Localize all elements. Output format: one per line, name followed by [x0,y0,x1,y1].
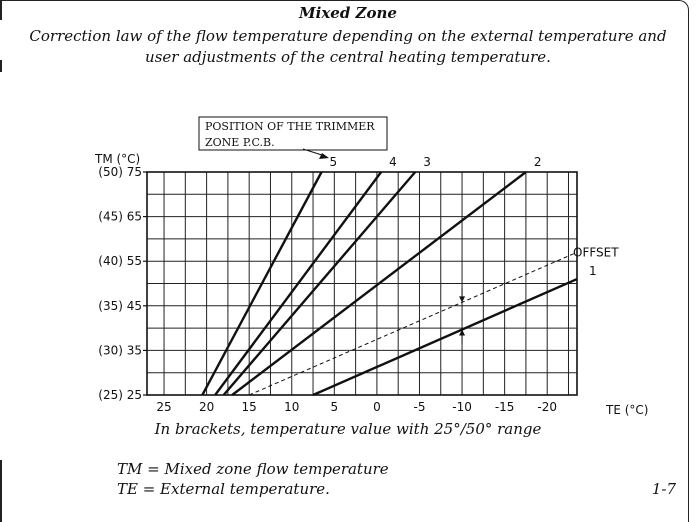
frame-left-tick-mid [0,60,2,72]
subtitle-line-1: Correction law of the flow temperature d… [29,27,667,45]
series-label-1: 1 [589,264,597,278]
offset-marker [459,288,466,344]
x-tick-label: 20 [199,400,214,414]
y-tick-labels: (25) 25 (30) 35 (35) 45 (40) 55 (45) 65 (50) … [98,165,147,402]
y-tick-label: (45) 65 [98,210,142,224]
series-label-3: 3 [423,155,431,169]
series-label-4: 4 [389,155,397,169]
series-line-offset [248,251,578,396]
x-tick-label: -20 [537,400,557,414]
series-line-4 [214,171,383,396]
series-line-5 [201,171,323,396]
series-line-1 [312,277,578,397]
grid-lines [147,172,577,395]
y-tick-label: (30) 35 [98,343,142,357]
series-line-3 [222,171,417,396]
range-caption: In brackets, temperature value with 25°/… [154,420,542,438]
y-tick-label: (25) 25 [98,388,142,402]
y-tick-label: (50) 75 [98,165,142,179]
x-tick-label: -15 [495,400,515,414]
series-labels: 1 OFFSET 2 3 4 5 [330,155,620,278]
series-line-2 [231,171,527,396]
series-label-5: 5 [330,155,338,169]
subtitle-line-2: user adjustments of the central heating … [145,48,551,66]
series-label-2: 2 [534,155,542,169]
x-tick-label: 0 [373,400,381,414]
trimmer-annotation-box [198,116,388,151]
series-lines [201,171,578,397]
figure-number: 1-7 [651,480,676,498]
chart-subtitle: Correction law of the flow temperature d… [0,26,696,68]
x-tick-label: 25 [156,400,171,414]
series-label-offset: OFFSET [573,245,619,259]
trimmer-annotation-arrowhead [319,153,329,159]
x-axis-label: TE (°C) [605,403,648,417]
plot-frame [146,171,578,396]
y-axis-label: TM (°C) [94,152,140,166]
frame-left-tick-bottom [0,460,2,522]
trimmer-annotation-line1: POSITION OF THE TRIMMER [205,120,375,133]
x-tick-label: 10 [284,400,299,414]
x-tick-label: -10 [452,400,472,414]
y-tick-label: (35) 45 [98,299,142,313]
legend-te: TE = External temperature. [117,480,330,498]
x-tick-label: -5 [413,400,425,414]
frame-left-tick-top [0,0,2,20]
offset-marker-bottom-arrow [459,329,466,336]
trimmer-annotation-line2: ZONE P.C.B. [205,136,275,149]
chart-title: Mixed Zone [299,4,397,22]
x-tick-label: 15 [242,400,257,414]
offset-marker-top-arrow [459,296,466,303]
x-tick-labels: 25 20 15 10 5 0 -5 -10 -15 -20 [156,400,557,414]
y-tick-label: (40) 55 [98,254,142,268]
legend-tm: TM = Mixed zone flow temperature [117,460,389,478]
x-tick-label: 5 [331,400,339,414]
